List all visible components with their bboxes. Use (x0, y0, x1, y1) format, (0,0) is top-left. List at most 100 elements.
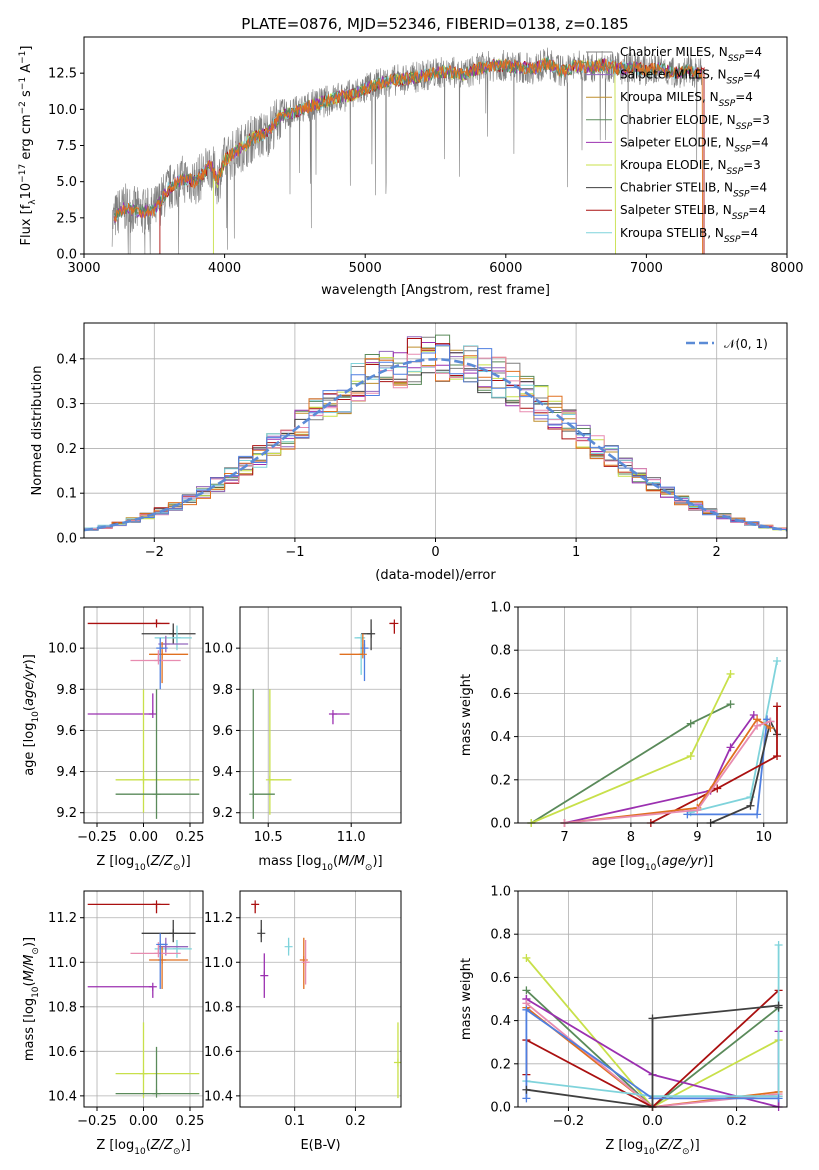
y-tick-label: 11.0 (48, 956, 77, 971)
label-part: )] (703, 854, 713, 869)
label-part: age/yr (661, 854, 704, 869)
label-part: SSP (732, 212, 749, 222)
age-vs-mass-panel: 10.5 11.0 9.2 9.4 9.6 9.8 10.0 mass [log10(M/M⊙… (204, 606, 402, 873)
axes-frame (83, 322, 788, 539)
data-point-marker (260, 971, 269, 980)
label-part: 10 (645, 863, 657, 873)
data-point-marker (148, 982, 157, 991)
data-point-marker (360, 644, 369, 653)
y-tick-label: 12.5 (48, 67, 77, 82)
axes-frame (83, 36, 788, 255)
x-tick-label: 2 (713, 545, 721, 560)
data-point-marker (257, 929, 266, 938)
label-part: ] (19, 46, 34, 51)
legend-label: Kroupa STELIB, NSSP=4 (620, 226, 758, 245)
data-point-marker (154, 949, 163, 958)
y-axis-label: Flux [fλ10−17 erg cm−2 s−1 A−1] (18, 46, 38, 246)
y-tick-label: 10.8 (48, 1000, 77, 1015)
legend-label: Chabrier ELODIE, NSSP=3 (620, 113, 770, 132)
y-tick-label: 0.0 (56, 248, 77, 263)
data-point-marker (158, 650, 167, 659)
label-part: age [log (22, 723, 37, 776)
y-tick-label: 0.8 (490, 644, 511, 659)
series-point-marker (726, 669, 735, 678)
y-tick-label: 10.0 (204, 642, 233, 657)
y-tick-label: 11.2 (204, 911, 233, 926)
y-axis-label: age [log10(age/yr)] (22, 654, 41, 776)
label-part: )] (372, 854, 382, 869)
spectrum-model-line (159, 58, 705, 254)
label-part: SSP (736, 122, 753, 132)
x-tick-label: −2 (145, 545, 164, 560)
x-tick-label: 0 (431, 545, 439, 560)
data-point-marker (154, 656, 163, 665)
data-point-marker (251, 900, 260, 909)
legend-label: Kroupa MILES, NSSP=4 (620, 90, 753, 109)
x-tick-label: 11.0 (337, 830, 366, 845)
data-point-marker (152, 619, 161, 628)
label-part: ⊙ (173, 1147, 181, 1157)
data-point-marker (265, 775, 274, 784)
histogram-step-line (84, 348, 787, 533)
series-point-marker (766, 717, 775, 726)
series-line (564, 714, 755, 823)
spectrum-model-line (212, 58, 616, 254)
series-point-marker (753, 721, 762, 730)
legend-label: Salpeter MILES, NSSP=4 (620, 68, 761, 87)
y-tick-label: 0.0 (490, 1101, 511, 1116)
label-part: ⊙ (365, 863, 373, 873)
series-line (564, 720, 771, 823)
y-tick-label: 11.2 (48, 911, 77, 926)
label-part: )] (22, 937, 37, 947)
y-tick-label: 0.2 (490, 1057, 511, 1072)
label-part: Z/Z (659, 1138, 683, 1153)
data-point-marker (169, 629, 178, 638)
label-part: =3 (752, 113, 770, 127)
y-tick-label: 0.1 (56, 487, 77, 502)
label-part: ( (655, 1138, 660, 1153)
y-tick-label: 9.2 (56, 806, 77, 821)
label-part: −1 (18, 51, 28, 64)
label-part: 10 (31, 986, 41, 998)
axes-frame (239, 606, 402, 824)
label-part: ( (333, 854, 338, 869)
series-point-marker (774, 1094, 783, 1103)
label-part: SSP (734, 144, 751, 154)
label-part: ⊙ (173, 863, 181, 873)
legend-label: Salpeter STELIB, NSSP=4 (620, 203, 766, 222)
y-tick-label: 9.8 (212, 683, 233, 698)
data-point-marker (148, 709, 157, 718)
x-axis-label: Z [log10(Z/Z⊙)] (96, 854, 190, 873)
legend-label: Chabrier STELIB, NSSP=4 (620, 181, 767, 200)
x-axis-label: age [log10(age/yr)] (592, 854, 714, 873)
label-part: Salpeter STELIB, N (620, 203, 732, 217)
y-tick-label: 9.4 (212, 765, 233, 780)
label-part: =4 (750, 181, 768, 195)
series-line (525, 1008, 779, 1100)
y-tick-label: 0.6 (490, 687, 511, 702)
y-tick-label: 0.8 (490, 928, 511, 943)
x-tick-label: 0.00 (129, 1114, 158, 1129)
x-tick-label: −1 (285, 545, 304, 560)
series-point-marker (713, 784, 722, 793)
data-point-marker (139, 1069, 148, 1078)
series-line (650, 706, 778, 823)
y-tick-label: 9.8 (56, 683, 77, 698)
label-part: Kroupa ELODIE, N (620, 158, 727, 172)
label-part: ( (146, 1138, 151, 1153)
series-line (526, 945, 780, 1098)
spectrum-model-line (113, 58, 701, 223)
figure-title: PLATE=0876, MJD=52346, FIBERID=0138, z=0… (241, 15, 628, 33)
x-tick-label: 4000 (208, 261, 241, 276)
label-part: −2 (18, 101, 28, 114)
y-axis-label: mass weight (459, 958, 474, 1040)
data-point-marker (152, 790, 161, 799)
x-axis-label: wavelength [Angstrom, rest frame] (321, 283, 550, 298)
x-tick-label: 9 (693, 830, 701, 845)
x-axis-label: Z [log10(Z/Z⊙)] (96, 1138, 190, 1157)
y-tick-label: 10.8 (204, 1000, 233, 1015)
x-tick-label: 8 (627, 830, 635, 845)
legend-label: Chabrier MILES, NSSP=4 (620, 45, 762, 64)
age-vs-metallicity-panel: −0.25 0.00 0.259.29.49.69.810.0Z [log10(Z/… (22, 606, 204, 873)
